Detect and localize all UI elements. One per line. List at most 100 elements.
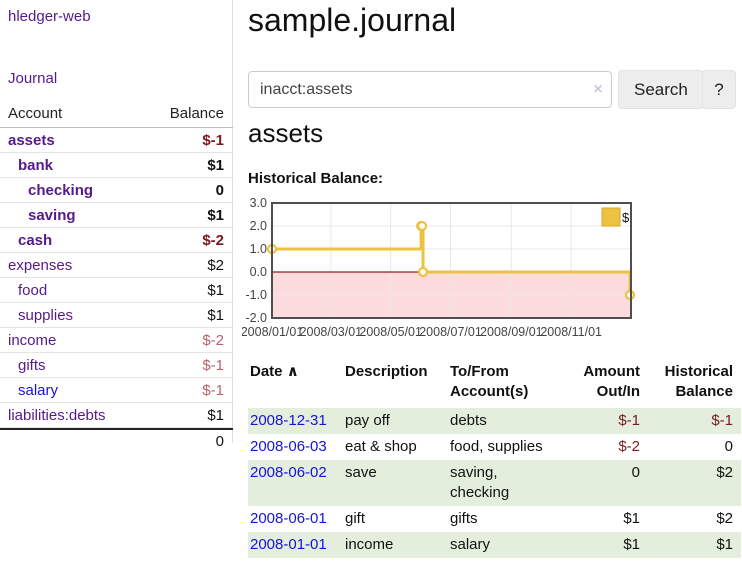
sidebar-account-supplies[interactable]: supplies — [18, 306, 74, 324]
account-balance-value: $-1 — [202, 131, 224, 149]
transaction-row: 2008-01-01 income salary $1 $1 — [248, 532, 741, 558]
transaction-accounts: saving, checking — [450, 460, 566, 506]
account-balance-value: $1 — [207, 406, 224, 424]
chart-border — [271, 202, 632, 319]
sidebar-account-expenses[interactable]: expenses — [8, 256, 73, 274]
sidebar-account-saving[interactable]: saving — [28, 206, 76, 224]
transaction-date-link[interactable]: 2008-06-02 — [250, 464, 327, 481]
y-axis-tick-label: -1.0 — [245, 288, 267, 302]
chart-legend-swatch — [601, 207, 621, 227]
sidebar-account-checking[interactable]: checking — [28, 181, 94, 199]
transaction-amount: $1 — [566, 532, 648, 558]
account-balance-value: $2 — [207, 256, 224, 274]
account-balance-value: $-2 — [202, 231, 224, 249]
help-button[interactable]: ? — [702, 70, 736, 109]
sidebar-account-cash[interactable]: cash — [18, 231, 53, 249]
sidebar-account-liabilities-debts[interactable]: liabilities:debts — [8, 406, 106, 424]
sidebar-account-assets[interactable]: assets — [8, 131, 55, 149]
sidebar-account-income[interactable]: income — [8, 331, 57, 349]
account-heading: assets — [248, 118, 324, 148]
search-button[interactable]: Search — [618, 70, 704, 109]
transaction-amount: $-2 — [618, 438, 640, 455]
description-column-header: Description — [345, 363, 428, 380]
transaction-accounts: food, supplies — [450, 438, 543, 455]
chart-title: Historical Balance: — [248, 170, 384, 187]
account-rows: assets $-1 bank $1 checking 0 saving $1 cash $-2 e… — [0, 128, 233, 428]
x-axis-tick-label: 2008/09/01 — [480, 325, 543, 339]
transaction-balance: $-1 — [648, 408, 741, 434]
sidebar: hledger-web Journal Account Balance asse… — [0, 0, 233, 450]
account-row: saving $1 — [0, 203, 233, 228]
account-balance-value: $1 — [207, 206, 224, 224]
transaction-balance: $2 — [648, 460, 741, 506]
search-form: × Search ? — [248, 70, 742, 109]
y-axis-tick-label: 3.0 — [250, 196, 267, 210]
account-row: liabilities:debts $1 — [0, 403, 233, 428]
transaction-date-link[interactable]: 2008-12-31 — [250, 412, 327, 429]
x-axis-tick-label: 2008/07/01 — [419, 325, 482, 339]
transaction-balance: $1 — [648, 532, 741, 558]
chart-data-point — [416, 220, 428, 232]
account-balance-value: $1 — [207, 156, 224, 174]
sort-ascending-icon: ∧ — [286, 363, 299, 380]
account-row: assets $-1 — [0, 128, 233, 153]
transaction-description: pay off — [345, 408, 450, 434]
transaction-row: 2008-06-02 save saving, checking 0 $2 — [248, 460, 741, 506]
sidebar-account-gifts[interactable]: gifts — [18, 356, 46, 374]
y-axis-tick-label: 0.0 — [250, 265, 267, 279]
account-row: supplies $1 — [0, 303, 233, 328]
transaction-amount: 0 — [566, 460, 648, 506]
account-column-header: Account — [8, 105, 63, 122]
transaction-date-link[interactable]: 2008-06-01 — [250, 510, 327, 527]
account-row: checking 0 — [0, 178, 233, 203]
account-row: bank $1 — [0, 153, 233, 178]
transaction-row: 2008-06-03 eat & shop food, supplies $-2 0 — [248, 434, 741, 460]
account-row: salary $-1 — [0, 378, 233, 403]
y-axis-tick-label: -2.0 — [245, 311, 267, 325]
account-balance-value: $-1 — [202, 381, 224, 399]
sidebar-account-bank[interactable]: bank — [18, 156, 54, 174]
account-row: food $1 — [0, 278, 233, 303]
register-header-row: Date ∧ Description To/From Account(s) Am… — [248, 360, 741, 408]
sidebar-account-food[interactable]: food — [18, 281, 48, 299]
account-balance-value: 0 — [215, 181, 224, 199]
account-row: expenses $2 — [0, 253, 233, 278]
x-axis-tick-label: 2008/03/01 — [300, 325, 363, 339]
transaction-description: income — [345, 532, 450, 558]
transaction-date-link[interactable]: 2008-01-01 — [250, 536, 327, 553]
sidebar-item-journal[interactable]: Journal — [8, 70, 58, 87]
transaction-accounts: gifts — [450, 510, 478, 527]
account-balance-value: $1 — [207, 306, 224, 324]
amount-column-header: Amount Out/In — [583, 363, 640, 400]
account-balance-table: Account Balance assets $-1 bank $1 checking 0… — [0, 102, 233, 450]
search-input[interactable] — [248, 71, 612, 108]
account-balance-value: $-2 — [202, 331, 224, 349]
transaction-description: save — [345, 460, 450, 506]
transaction-description: gift — [345, 510, 366, 527]
x-axis-tick-label: 2008/05/01 — [359, 325, 422, 339]
transaction-date-link[interactable]: 2008-06-03 — [250, 438, 327, 455]
chart-data-point — [417, 266, 429, 278]
transaction-accounts: salary — [450, 532, 566, 558]
transaction-row: 2008-06-01 gift gifts $1 $2 — [248, 506, 741, 532]
page-title: sample.journal — [248, 2, 457, 38]
accounts-column-header: To/From Account(s) — [450, 363, 529, 400]
y-axis-tick-label: 1.0 — [250, 242, 267, 256]
app-brand-link[interactable]: hledger-web — [8, 8, 91, 25]
transaction-balance: 0 — [724, 438, 733, 455]
transaction-balance: $2 — [716, 510, 733, 527]
sidebar-account-salary[interactable]: salary — [18, 381, 59, 399]
x-axis-tick-label: 2008/01/01 — [242, 325, 303, 339]
account-row: income $-2 — [0, 328, 233, 353]
account-balance-value: $-1 — [202, 356, 224, 374]
date-column-header[interactable]: Date ∧ — [250, 363, 299, 380]
transaction-amount: $-1 — [566, 408, 648, 434]
balance-column-header-main: Historical Balance — [664, 363, 733, 400]
clear-search-icon[interactable]: × — [593, 81, 603, 98]
account-row: gifts $-1 — [0, 353, 233, 378]
balance-chart: $3.0 2.0 1.0 0.0 -1.0 -2.0 2008/01/01 2008/03/0… — [241, 196, 642, 348]
balance-chart-svg: $3.0 2.0 1.0 0.0 -1.0 -2.02008/01/012008/03/0… — [241, 196, 636, 339]
total-balance: 0 — [215, 433, 224, 450]
account-row: cash $-2 — [0, 228, 233, 253]
